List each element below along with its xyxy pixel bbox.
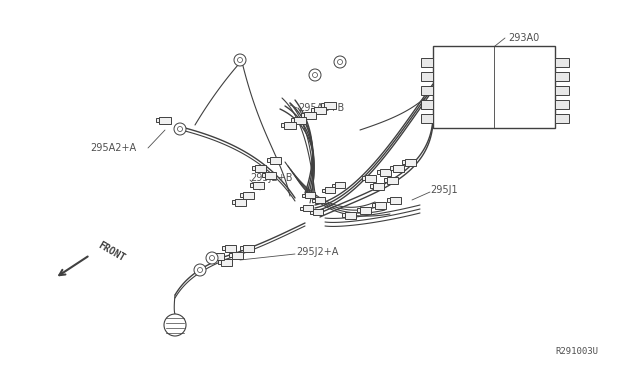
Bar xyxy=(232,200,234,204)
Bar xyxy=(555,114,569,123)
Bar xyxy=(303,205,313,211)
Bar xyxy=(300,206,303,209)
Bar xyxy=(239,246,243,250)
Bar xyxy=(335,182,345,188)
Bar xyxy=(376,170,380,174)
Bar xyxy=(344,212,355,218)
Circle shape xyxy=(206,252,218,264)
Bar xyxy=(421,58,433,67)
Bar xyxy=(360,206,371,214)
Bar xyxy=(305,192,315,198)
Bar xyxy=(302,193,305,196)
Bar xyxy=(390,166,392,170)
Circle shape xyxy=(234,54,246,66)
Circle shape xyxy=(309,69,321,81)
Bar xyxy=(159,116,171,124)
Bar xyxy=(555,86,569,95)
Bar xyxy=(421,100,433,109)
Bar xyxy=(311,108,314,112)
Bar xyxy=(555,58,569,67)
Bar xyxy=(221,259,232,266)
Bar xyxy=(433,46,555,128)
Bar xyxy=(380,169,390,176)
Bar xyxy=(555,100,569,109)
Text: 293A0: 293A0 xyxy=(508,33,540,43)
Bar xyxy=(232,251,243,259)
Bar xyxy=(250,183,253,187)
Bar xyxy=(321,103,324,107)
Bar xyxy=(209,254,212,258)
Bar xyxy=(372,183,383,189)
Text: 295A2+B: 295A2+B xyxy=(298,103,344,113)
Bar xyxy=(401,160,404,164)
Bar xyxy=(362,176,365,180)
Bar xyxy=(555,72,569,81)
Text: 295J2+B: 295J2+B xyxy=(250,173,292,183)
Bar xyxy=(315,197,325,203)
Bar xyxy=(325,187,335,193)
Bar xyxy=(421,72,433,81)
Bar xyxy=(243,192,253,199)
Bar xyxy=(304,112,316,119)
Circle shape xyxy=(198,267,202,273)
Text: 295A2+A: 295A2+A xyxy=(90,143,136,153)
Bar xyxy=(332,183,335,186)
Circle shape xyxy=(312,73,317,77)
Bar xyxy=(284,122,296,128)
Bar xyxy=(324,102,336,109)
Bar xyxy=(365,174,376,182)
Bar xyxy=(243,244,253,251)
Bar xyxy=(239,193,243,197)
Bar xyxy=(421,114,433,123)
Bar xyxy=(221,246,225,250)
Circle shape xyxy=(174,123,186,135)
Bar xyxy=(322,189,325,192)
Bar xyxy=(264,171,275,179)
Text: FRONT: FRONT xyxy=(96,240,127,264)
Text: R291003U: R291003U xyxy=(555,347,598,356)
Bar xyxy=(383,178,387,182)
Circle shape xyxy=(177,126,182,131)
Bar xyxy=(262,173,264,177)
Bar xyxy=(255,164,266,171)
Bar xyxy=(369,184,372,188)
Bar xyxy=(356,208,360,212)
Bar xyxy=(294,116,306,124)
Bar xyxy=(218,260,221,264)
Bar xyxy=(212,253,223,260)
Text: 295J1: 295J1 xyxy=(430,185,458,195)
Bar xyxy=(392,164,403,171)
Bar xyxy=(374,202,385,208)
Bar xyxy=(253,182,264,189)
Bar xyxy=(156,118,159,122)
Bar xyxy=(252,166,255,170)
Circle shape xyxy=(337,60,342,64)
Bar xyxy=(228,253,232,257)
Bar xyxy=(421,86,433,95)
Bar xyxy=(312,199,315,202)
Bar xyxy=(310,211,313,214)
Bar xyxy=(314,106,326,113)
Bar xyxy=(266,158,269,162)
Circle shape xyxy=(237,58,243,62)
Bar xyxy=(291,118,294,122)
Bar xyxy=(390,196,401,203)
Bar xyxy=(301,113,304,117)
Bar xyxy=(342,213,344,217)
Circle shape xyxy=(209,256,214,260)
Circle shape xyxy=(334,56,346,68)
Text: 295J2+A: 295J2+A xyxy=(296,247,339,257)
Bar xyxy=(269,157,280,164)
Bar xyxy=(225,244,236,251)
Bar xyxy=(313,209,323,215)
Circle shape xyxy=(164,314,186,336)
Bar xyxy=(387,198,390,202)
Circle shape xyxy=(194,264,206,276)
Bar xyxy=(371,203,374,207)
Bar xyxy=(387,176,397,183)
Bar xyxy=(234,199,246,205)
Bar xyxy=(404,158,415,166)
Bar xyxy=(281,123,284,127)
